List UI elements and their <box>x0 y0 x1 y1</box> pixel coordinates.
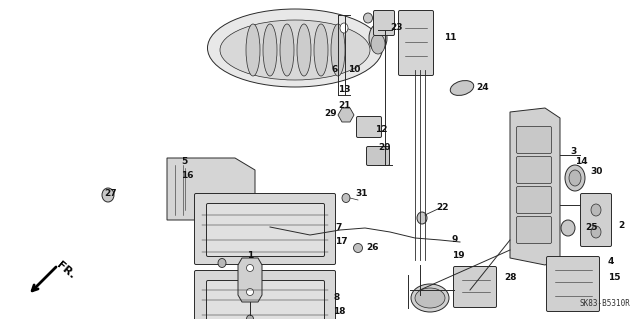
Text: 22: 22 <box>436 203 449 211</box>
Text: 15: 15 <box>608 273 621 283</box>
Ellipse shape <box>417 212 427 224</box>
Text: 29: 29 <box>324 108 337 117</box>
FancyBboxPatch shape <box>580 194 611 247</box>
Ellipse shape <box>331 24 345 76</box>
Ellipse shape <box>314 24 328 76</box>
Ellipse shape <box>207 9 383 87</box>
Polygon shape <box>338 108 354 122</box>
Text: 13: 13 <box>338 85 351 94</box>
Ellipse shape <box>565 165 585 191</box>
Ellipse shape <box>246 24 260 76</box>
FancyBboxPatch shape <box>454 266 497 308</box>
Text: 16: 16 <box>181 172 193 181</box>
FancyBboxPatch shape <box>374 11 394 35</box>
Ellipse shape <box>297 24 311 76</box>
Ellipse shape <box>353 243 362 253</box>
Text: 4: 4 <box>608 257 614 266</box>
Text: SK83-B5310R: SK83-B5310R <box>579 299 630 308</box>
FancyBboxPatch shape <box>399 11 433 76</box>
Text: 30: 30 <box>590 167 602 176</box>
Text: 31: 31 <box>355 189 367 197</box>
Text: 7: 7 <box>335 222 341 232</box>
Ellipse shape <box>280 24 294 76</box>
Ellipse shape <box>591 204 601 216</box>
Ellipse shape <box>246 264 253 271</box>
Text: 1: 1 <box>247 250 253 259</box>
FancyBboxPatch shape <box>516 127 552 153</box>
FancyBboxPatch shape <box>516 187 552 213</box>
Text: 24: 24 <box>476 84 488 93</box>
FancyBboxPatch shape <box>207 204 324 256</box>
FancyBboxPatch shape <box>356 116 381 137</box>
Text: 8: 8 <box>333 293 339 301</box>
FancyBboxPatch shape <box>516 217 552 243</box>
Polygon shape <box>510 108 560 265</box>
Ellipse shape <box>561 220 575 236</box>
Ellipse shape <box>220 20 370 80</box>
Ellipse shape <box>371 34 385 54</box>
Text: 28: 28 <box>504 273 516 283</box>
Text: 12: 12 <box>375 125 387 135</box>
Text: FR.: FR. <box>55 260 77 280</box>
Polygon shape <box>167 158 255 220</box>
Ellipse shape <box>415 288 445 308</box>
FancyBboxPatch shape <box>195 194 335 264</box>
Text: 17: 17 <box>335 236 348 246</box>
Text: 20: 20 <box>378 144 390 152</box>
Ellipse shape <box>364 13 372 23</box>
Ellipse shape <box>246 288 253 295</box>
Text: 5: 5 <box>181 158 188 167</box>
Text: 14: 14 <box>575 158 588 167</box>
Text: 25: 25 <box>585 224 598 233</box>
FancyBboxPatch shape <box>516 157 552 183</box>
Text: 18: 18 <box>333 307 346 315</box>
Text: 9: 9 <box>452 235 458 244</box>
Ellipse shape <box>246 315 253 319</box>
Ellipse shape <box>451 81 474 95</box>
Text: 2: 2 <box>618 220 624 229</box>
Polygon shape <box>180 168 200 210</box>
Text: 27: 27 <box>104 189 116 197</box>
Text: 11: 11 <box>444 33 456 42</box>
Ellipse shape <box>340 23 348 33</box>
Ellipse shape <box>263 24 277 76</box>
Ellipse shape <box>411 284 449 312</box>
Text: 19: 19 <box>452 250 465 259</box>
FancyBboxPatch shape <box>367 146 390 166</box>
Text: 10: 10 <box>348 64 360 73</box>
Text: 6: 6 <box>332 64 339 73</box>
Text: 26: 26 <box>366 242 378 251</box>
Ellipse shape <box>369 24 387 52</box>
Polygon shape <box>238 258 262 302</box>
FancyBboxPatch shape <box>207 280 324 319</box>
FancyBboxPatch shape <box>195 271 335 319</box>
Ellipse shape <box>591 226 601 238</box>
Ellipse shape <box>569 170 581 186</box>
Ellipse shape <box>102 188 114 202</box>
Text: 21: 21 <box>338 100 351 109</box>
Text: 23: 23 <box>390 24 403 33</box>
Text: 3: 3 <box>570 147 576 157</box>
Ellipse shape <box>218 258 226 268</box>
Ellipse shape <box>342 194 350 203</box>
FancyBboxPatch shape <box>547 256 600 311</box>
